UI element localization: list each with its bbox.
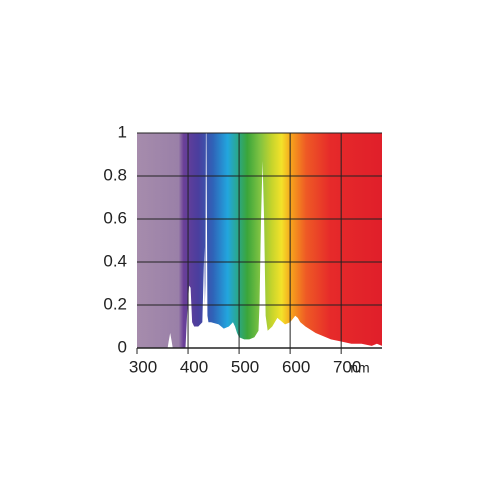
y-tick-label: 1 (118, 122, 127, 141)
x-axis-label: nm (350, 360, 369, 376)
x-tick-label: 400 (180, 357, 208, 376)
y-tick-label: 0.2 (103, 294, 127, 313)
x-tick-label: 600 (282, 357, 310, 376)
x-tick-label: 300 (129, 357, 157, 376)
y-tick-label: 0 (118, 337, 127, 356)
y-tick-label: 0.4 (103, 251, 127, 270)
x-tick-label: 500 (231, 357, 259, 376)
y-tick-label: 0.6 (103, 208, 127, 227)
x-tick-label: 700 (333, 357, 361, 376)
y-tick-label: 0.8 (103, 165, 127, 184)
